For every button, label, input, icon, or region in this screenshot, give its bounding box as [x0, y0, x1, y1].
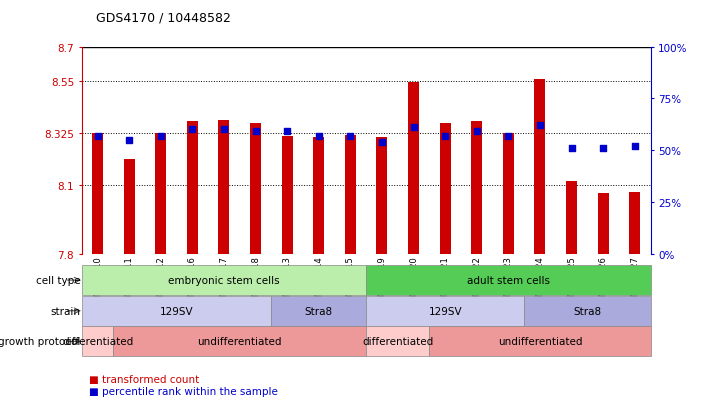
Text: cell type: cell type — [36, 275, 80, 285]
Point — [187, 127, 198, 133]
Bar — [439, 123, 451, 254]
Point — [534, 123, 545, 129]
Text: Stra8: Stra8 — [305, 306, 333, 316]
Bar — [535, 80, 545, 254]
Bar — [187, 122, 198, 254]
Bar — [282, 137, 293, 254]
Bar — [629, 192, 641, 254]
Point — [597, 145, 609, 152]
Bar — [503, 133, 514, 254]
Text: undifferentiated: undifferentiated — [498, 337, 582, 347]
Point — [439, 133, 451, 140]
Text: embryonic stem cells: embryonic stem cells — [169, 275, 279, 285]
Bar — [250, 123, 261, 254]
Point — [471, 129, 483, 135]
Bar — [92, 133, 103, 254]
Bar — [376, 138, 387, 254]
Point — [376, 139, 387, 146]
Text: adult stem cells: adult stem cells — [467, 275, 550, 285]
Bar — [598, 193, 609, 254]
Point — [503, 133, 514, 140]
Text: 129SV: 129SV — [428, 306, 462, 316]
Text: ■ percentile rank within the sample: ■ percentile rank within the sample — [89, 387, 278, 396]
Text: growth protocol: growth protocol — [0, 337, 80, 347]
Bar — [218, 121, 230, 254]
Point — [92, 133, 103, 140]
Bar — [155, 133, 166, 254]
Point — [124, 137, 135, 144]
Text: differentiated: differentiated — [362, 337, 434, 347]
Point — [629, 143, 641, 150]
Text: differentiated: differentiated — [62, 337, 133, 347]
Point — [408, 125, 419, 131]
Point — [566, 145, 577, 152]
Bar — [345, 136, 356, 254]
Bar — [124, 160, 134, 254]
Point — [155, 133, 166, 140]
Text: 129SV: 129SV — [160, 306, 193, 316]
Point — [218, 127, 230, 133]
Text: GDS4170 / 10448582: GDS4170 / 10448582 — [96, 12, 231, 25]
Point — [250, 129, 261, 135]
Bar — [314, 138, 324, 254]
Bar — [566, 182, 577, 254]
Text: undifferentiated: undifferentiated — [198, 337, 282, 347]
Point — [282, 129, 293, 135]
Bar — [408, 83, 419, 254]
Point — [313, 133, 324, 140]
Text: Stra8: Stra8 — [573, 306, 602, 316]
Text: ■ transformed count: ■ transformed count — [89, 374, 199, 384]
Text: strain: strain — [50, 306, 80, 316]
Bar — [471, 122, 482, 254]
Point — [345, 133, 356, 140]
